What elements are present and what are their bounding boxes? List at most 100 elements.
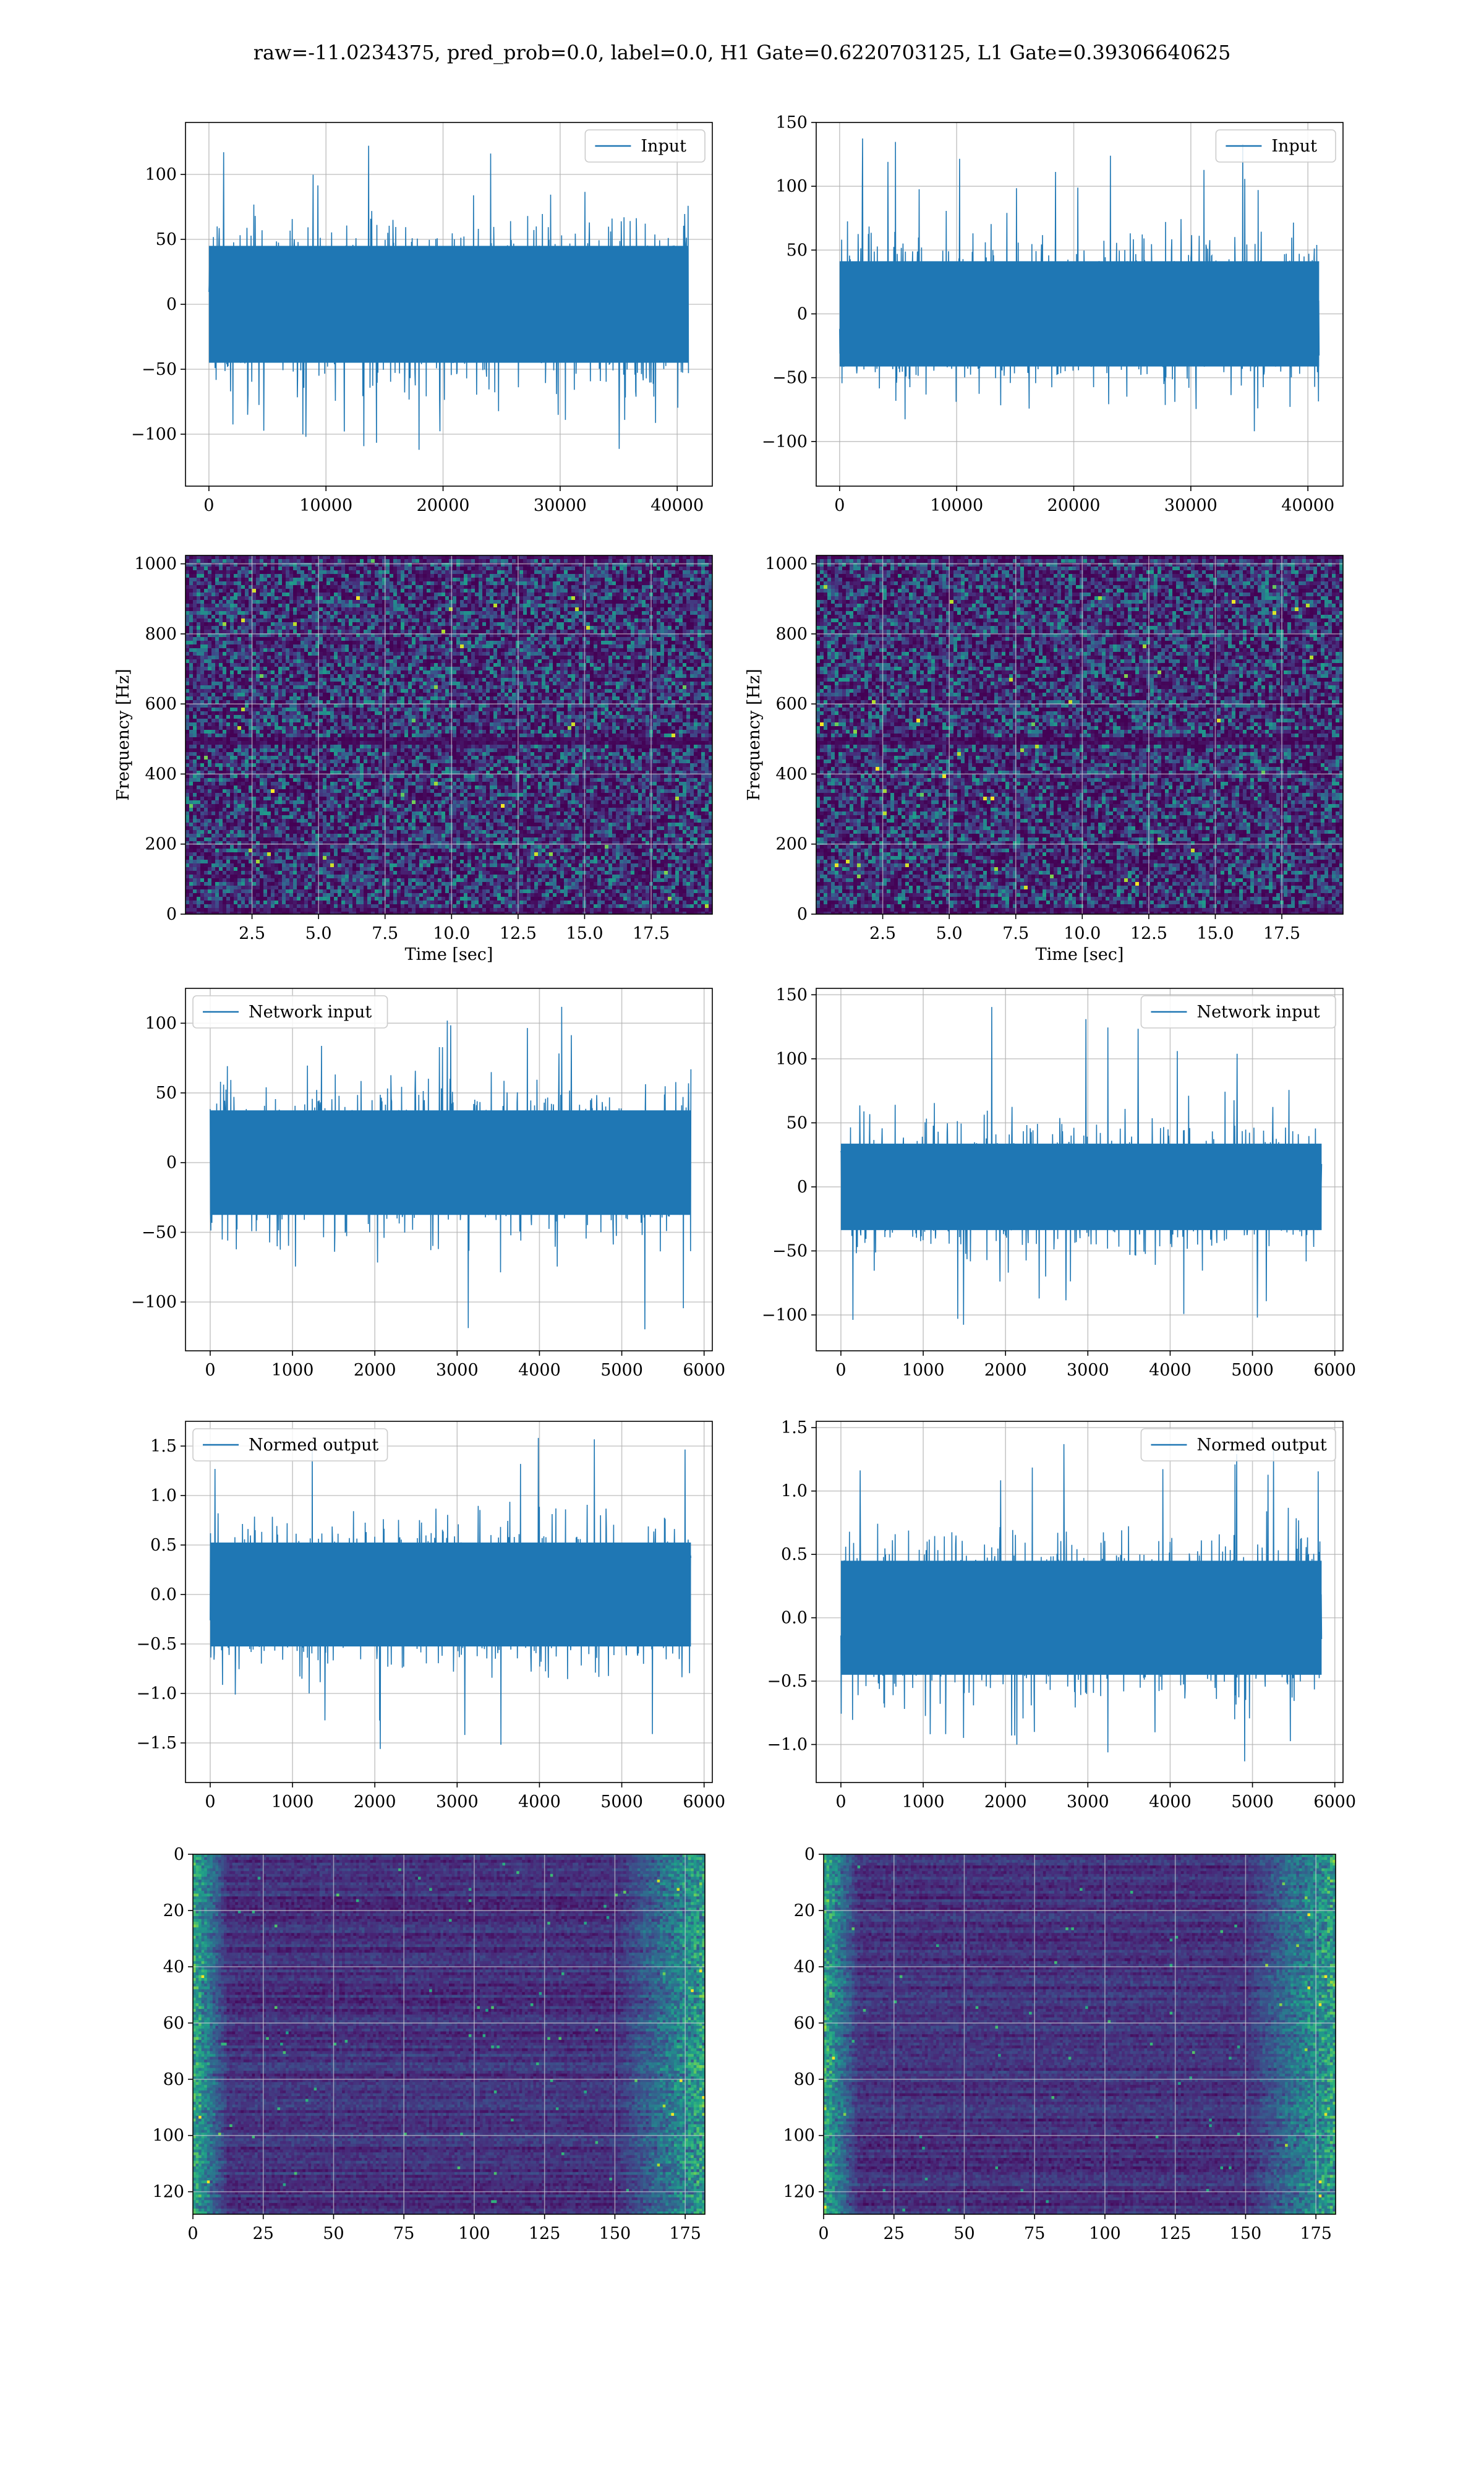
y-tick-label: 60	[163, 2014, 184, 2033]
y-tick-label: 20	[794, 1901, 815, 1920]
x-tick-label: 2000	[984, 1792, 1027, 1812]
x-tick-label: 4000	[1149, 1792, 1192, 1812]
x-tick-label: 25	[884, 2224, 905, 2243]
h1-input-plot: 0 10000 20000 30000 40000 −100 −50 0 50 100 Input	[99, 110, 731, 554]
y-tick-label: 20	[163, 1901, 184, 1920]
x-tick-label: 6000	[683, 1792, 725, 1812]
x-tick-label: 75	[1024, 2224, 1045, 2243]
x-tick-label: 100	[1089, 2224, 1121, 2243]
y-tick-label: −50	[142, 1223, 177, 1242]
x-tick-label: 125	[529, 2224, 561, 2243]
y-tick-label: −50	[142, 360, 177, 379]
x-tick-label: 15.0	[566, 924, 603, 943]
y-tick-label: 0	[797, 1178, 808, 1197]
legend: Normed output	[193, 1429, 388, 1461]
x-tick-label: 3000	[1067, 1361, 1109, 1380]
y-tick-label: 1.5	[781, 1418, 808, 1437]
x-tick-label: 6000	[683, 1361, 725, 1380]
series-core-band	[210, 1543, 691, 1646]
l1-input-plot: 0 10000 20000 30000 40000 −100 −50 0 50 100 150 Inp…	[730, 110, 1362, 554]
y-tick-label: 0.5	[781, 1545, 808, 1564]
series-core-band	[210, 1110, 691, 1215]
y-tick-label: 100	[145, 165, 177, 184]
y-tick-label: 0.0	[150, 1585, 177, 1604]
x-tick-label: 1000	[271, 1361, 314, 1380]
series-core-band	[209, 246, 689, 363]
y-tick-label: −50	[772, 1241, 808, 1261]
x-tick-label: 17.5	[1263, 924, 1300, 943]
y-tick-label: 800	[145, 625, 177, 644]
x-tick-label: 150	[599, 2224, 631, 2243]
x-tick-label: 7.5	[1002, 924, 1029, 943]
series-core-band	[841, 1144, 1321, 1230]
x-tick-label: 10.0	[433, 924, 470, 943]
x-tick-label: 2000	[354, 1792, 396, 1812]
x-tick-label: 7.5	[372, 924, 398, 943]
y-tick-label: 400	[775, 764, 808, 784]
y-tick-label: 1000	[134, 555, 177, 574]
x-tick-label: 4000	[518, 1792, 561, 1812]
x-tick-label: 5000	[600, 1361, 643, 1380]
series-core-band	[840, 261, 1320, 366]
y-tick-label: 40	[163, 1958, 184, 1977]
x-tick-label: 50	[953, 2224, 974, 2243]
y-tick-label: 100	[145, 1014, 177, 1033]
x-tick-label: 30000	[1164, 496, 1217, 515]
legend-label: Normed output	[249, 1436, 378, 1455]
x-tick-label: 2.5	[869, 924, 896, 943]
legend-label: Network input	[249, 1003, 372, 1022]
x-tick-label: 0	[203, 496, 214, 515]
h1-spectrogram-plot: 2.5 5.0 7.5 10.0 12.5 15.0 17.5 0 200 400 600 800 10…	[99, 543, 731, 982]
y-tick-label: 1.0	[781, 1482, 808, 1501]
y-tick-label: 100	[152, 2126, 184, 2146]
x-tick-label: 175	[669, 2224, 701, 2243]
series-core-band	[841, 1560, 1321, 1674]
x-tick-label: 5000	[600, 1792, 643, 1812]
y-tick-label: 50	[787, 241, 808, 260]
x-tick-label: 5000	[1231, 1792, 1274, 1812]
x-tick-label: 40000	[1281, 496, 1334, 515]
x-axis-label: Time [sec]	[405, 945, 493, 964]
y-tick-label: −1.0	[136, 1684, 177, 1703]
h1-normed-output-plot: 0 1000 2000 3000 4000 5000 6000 −1.5 −1.0 −0.5 0.0…	[99, 1409, 731, 1851]
x-axis-label: Time [sec]	[1036, 945, 1124, 964]
y-tick-label: 100	[775, 177, 808, 196]
y-tick-label: 80	[794, 2070, 815, 2089]
legend: Network input	[193, 996, 388, 1028]
y-tick-label: −0.5	[136, 1635, 177, 1654]
x-tick-label: 10000	[930, 496, 983, 515]
y-tick-label: 50	[156, 1084, 177, 1103]
y-axis-label: Frequency [Hz]	[744, 669, 764, 800]
y-tick-label: 200	[775, 835, 808, 854]
x-tick-label: 5.0	[305, 924, 332, 943]
x-tick-label: 150	[1230, 2224, 1262, 2243]
y-tick-label: 200	[145, 835, 177, 854]
x-tick-label: 20000	[417, 496, 470, 515]
x-tick-label: 40000	[650, 496, 704, 515]
legend: Input	[1216, 130, 1336, 162]
y-tick-label: 0	[166, 1154, 177, 1173]
l1-network-input-plot: 0 1000 2000 3000 4000 5000 6000 −100 −50 0 50 100 15…	[730, 976, 1362, 1419]
x-tick-label: 4000	[518, 1361, 561, 1380]
x-tick-label: 2000	[984, 1361, 1027, 1380]
legend-label: Input	[1271, 137, 1317, 156]
x-tick-label: 75	[393, 2224, 414, 2243]
x-tick-label: 25	[253, 2224, 274, 2243]
x-tick-label: 1000	[271, 1792, 314, 1812]
x-tick-label: 10000	[299, 496, 352, 515]
x-tick-label: 6000	[1313, 1792, 1356, 1812]
x-tick-label: 0	[834, 496, 845, 515]
x-tick-label: 0	[835, 1792, 846, 1812]
y-tick-label: 0	[166, 905, 177, 924]
l1-normed-output-plot: 0 1000 2000 3000 4000 5000 6000 −1.0 −0.5 0.0 0.5 1…	[730, 1409, 1362, 1851]
x-tick-label: 15.0	[1196, 924, 1234, 943]
y-tick-label: 0	[166, 295, 177, 314]
x-tick-label: 0	[205, 1361, 215, 1380]
y-tick-label: −0.5	[767, 1672, 808, 1691]
x-tick-label: 5000	[1231, 1361, 1274, 1380]
x-tick-label: 6000	[1313, 1361, 1356, 1380]
y-tick-label: 120	[783, 2183, 815, 2202]
y-tick-label: 150	[775, 985, 808, 1004]
x-tick-label: 0	[835, 1361, 846, 1380]
y-tick-label: 600	[145, 695, 177, 714]
